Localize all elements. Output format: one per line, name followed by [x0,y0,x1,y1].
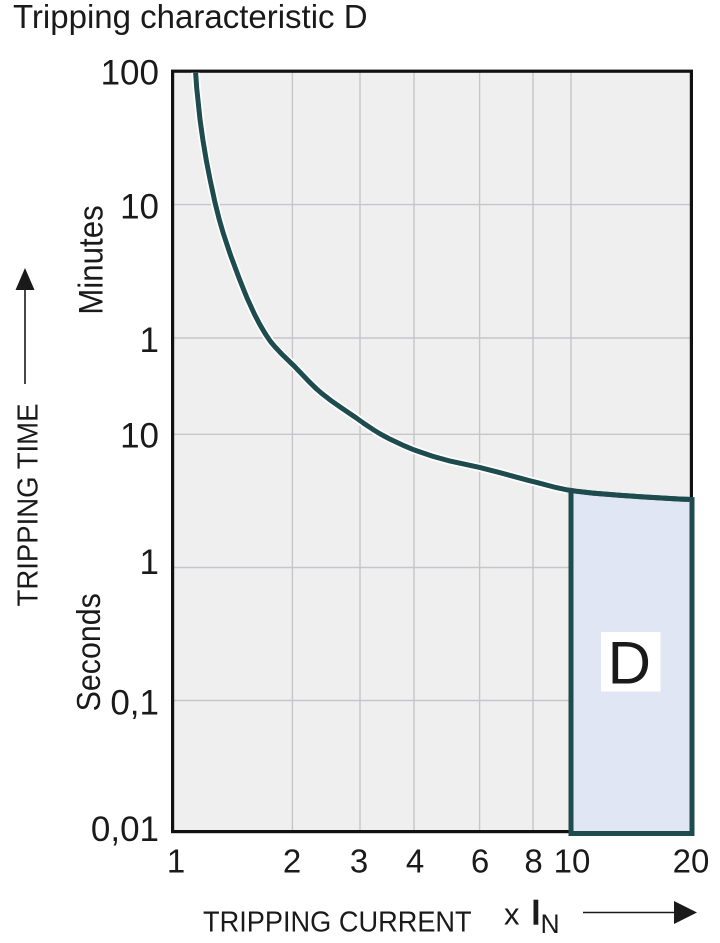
svg-text:4: 4 [406,843,424,880]
svg-text:100: 100 [101,54,159,93]
svg-text:D: D [608,630,651,697]
svg-text:0,01: 0,01 [91,810,159,849]
svg-text:Seconds: Seconds [70,593,107,711]
svg-text:x: x [504,897,520,932]
svg-text:0,1: 0,1 [110,684,159,723]
svg-text:Tripping characteristic D: Tripping characteristic D [13,0,368,35]
svg-text:10: 10 [554,843,591,880]
svg-text:Minutes: Minutes [71,205,110,314]
svg-text:1: 1 [140,321,159,360]
svg-text:1: 1 [167,843,185,880]
svg-text:1: 1 [140,543,159,582]
svg-text:10: 10 [120,416,159,455]
svg-text:6: 6 [471,843,489,880]
svg-text:10: 10 [120,188,159,227]
svg-text:20: 20 [673,843,710,880]
svg-text:TRIPPING CURRENT: TRIPPING CURRENT [203,906,472,938]
svg-text:3: 3 [350,843,368,880]
svg-text:8: 8 [524,843,542,880]
svg-text:2: 2 [283,843,301,880]
svg-text:TRIPPING TIME: TRIPPING TIME [11,404,44,607]
svg-text:N: N [541,909,560,939]
